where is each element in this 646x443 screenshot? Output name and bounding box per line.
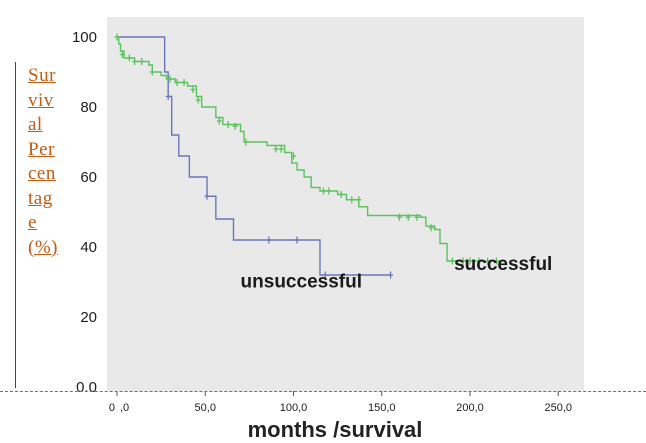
y-axis: 0.0 20 40 60 80 100 xyxy=(72,29,97,396)
series-line-unsuccessful xyxy=(117,36,391,276)
y-tick-label: 60 xyxy=(80,169,97,186)
dotted-baseline xyxy=(0,391,646,392)
y-axis-label: Survival Percentage (%) xyxy=(28,65,58,258)
y-tick-label: 100 xyxy=(72,29,97,46)
x-tick-label: 0 xyxy=(109,402,115,414)
x-axis-title: months /survival xyxy=(248,417,423,442)
y-tick-label: 20 xyxy=(80,309,97,326)
y-axis-label-box: Survival Percentage (%) xyxy=(15,62,59,388)
series-line-successful xyxy=(117,36,506,262)
y-tick-label: 0.0 xyxy=(76,379,97,396)
series-annotation-unsuccessful: unsuccessful xyxy=(241,271,362,292)
plot-area xyxy=(107,17,584,391)
x-tick-label: 100,0 xyxy=(280,402,308,414)
x-tick-label: 150,0 xyxy=(368,402,396,414)
y-tick-label: 40 xyxy=(80,239,97,256)
series-annotation-successful: successful xyxy=(454,254,552,275)
x-tick-label: 50,0 xyxy=(195,402,216,414)
x-tick-label: 250,0 xyxy=(544,402,572,414)
x-tick-label: 200,0 xyxy=(456,402,484,414)
x-tick-label: ,0 xyxy=(120,402,129,414)
series-layer xyxy=(114,33,506,279)
annotation-layer: unsuccessful successful xyxy=(241,254,553,293)
y-tick-label: 80 xyxy=(80,99,97,116)
x-axis: 0 ,0 50,0 100,0 150,0 200,0 250,0 xyxy=(109,390,572,414)
